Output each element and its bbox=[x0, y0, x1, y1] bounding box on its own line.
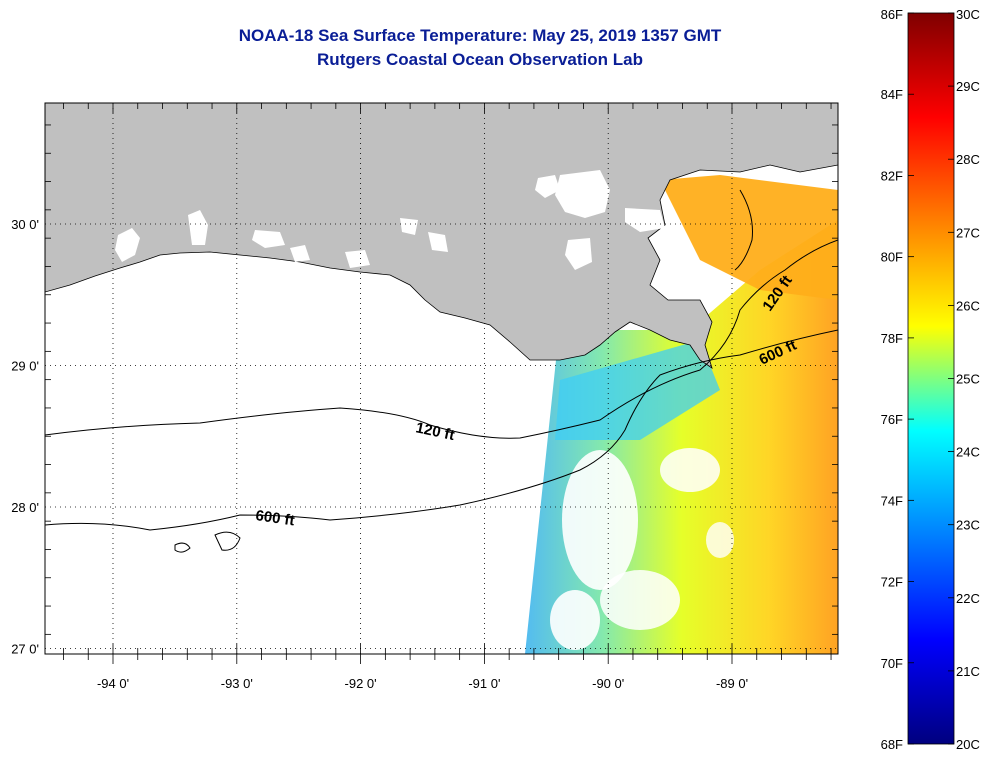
map-frame bbox=[44, 102, 839, 655]
colorbar-c-label: 25C bbox=[956, 372, 980, 387]
contour-600ft bbox=[45, 329, 838, 531]
lat-label: 27 0' bbox=[11, 642, 39, 657]
lat-label: 30 0' bbox=[11, 217, 39, 232]
page-title: NOAA-18 Sea Surface Temperature: May 25,… bbox=[238, 26, 722, 45]
longitude-labels: -94 0' -93 0' -92 0' -91 0' -90 0' -89 0' bbox=[97, 676, 748, 691]
colorbar-c-label: 26C bbox=[956, 298, 980, 313]
colorbar-gradient bbox=[907, 12, 955, 745]
colorbar-c-label: 20C bbox=[956, 737, 980, 752]
colorbar-c-label: 27C bbox=[956, 225, 980, 240]
page-subtitle: Rutgers Coastal Ocean Observation Lab bbox=[317, 50, 643, 69]
colorbar-f-label: 72F bbox=[881, 575, 903, 590]
colorbar-c-label: 23C bbox=[956, 518, 980, 533]
colorbar-f-label: 76F bbox=[881, 412, 903, 427]
lon-label: -94 0' bbox=[97, 676, 129, 691]
contour-120ft bbox=[45, 239, 838, 439]
contour-label-600ft-west: 600 ft bbox=[254, 507, 295, 529]
bathymetry-contours bbox=[45, 189, 838, 553]
lon-label: -93 0' bbox=[221, 676, 253, 691]
colorbar-f-label: 68F bbox=[881, 737, 903, 752]
sst-swath bbox=[525, 175, 838, 654]
colorbar-f-label: 82F bbox=[881, 168, 903, 183]
lon-label: -90 0' bbox=[592, 676, 624, 691]
colorbar-fahrenheit-labels: 86F 84F 82F 80F 78F 76F 74F 72F 70F 68F bbox=[881, 7, 914, 752]
lon-label: -92 0' bbox=[345, 676, 377, 691]
lon-label: -91 0' bbox=[468, 676, 500, 691]
colorbar-c-label: 21C bbox=[956, 664, 980, 679]
colorbar-c-label: 28C bbox=[956, 152, 980, 167]
colorbar-f-label: 84F bbox=[881, 87, 903, 102]
colorbar-f-label: 86F bbox=[881, 7, 903, 22]
colorbar-c-label: 24C bbox=[956, 445, 980, 460]
colorbar-f-label: 70F bbox=[881, 656, 903, 671]
colorbar-c-label: 29C bbox=[956, 79, 980, 94]
frame-ticks bbox=[45, 103, 838, 664]
colorbar-c-label: 22C bbox=[956, 591, 980, 606]
colorbar-f-label: 78F bbox=[881, 331, 903, 346]
latitude-labels: 30 0' 29 0' 28 0' 27 0' bbox=[11, 217, 39, 657]
colorbar-f-label: 80F bbox=[881, 250, 903, 265]
colorbar-c-label: 30C bbox=[956, 7, 980, 22]
lat-label: 29 0' bbox=[11, 359, 39, 374]
colorbar-celsius-labels: 30C 29C 28C 27C 26C 25C 24C 23C 22C 21C 20C bbox=[948, 7, 980, 752]
lat-label: 28 0' bbox=[11, 500, 39, 515]
colorbar-f-label: 74F bbox=[881, 493, 903, 508]
lon-label: -89 0' bbox=[716, 676, 748, 691]
inland-water bbox=[115, 170, 665, 270]
